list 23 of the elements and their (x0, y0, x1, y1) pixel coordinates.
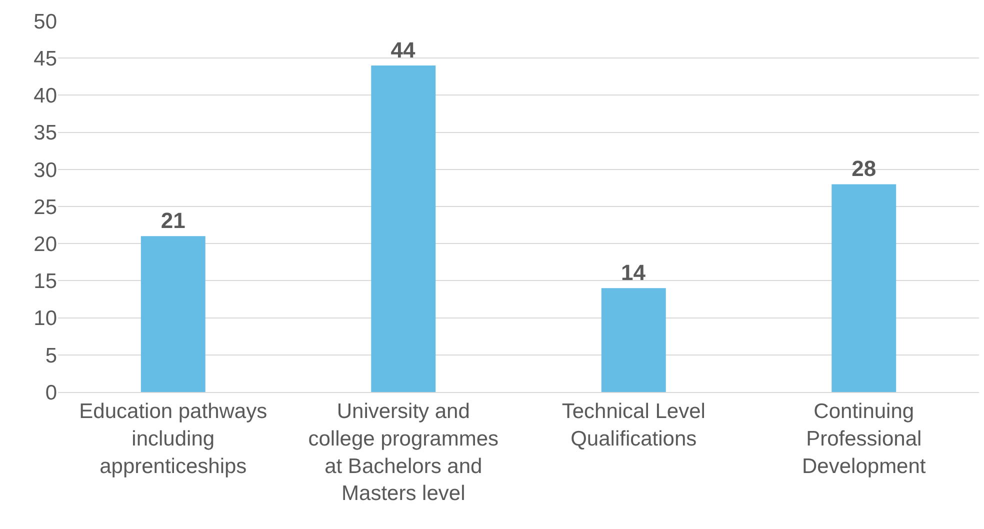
x-tick-label: University and college programmes at Bachelors and Masters level (308, 400, 499, 506)
y-tick-label: 45 (34, 47, 57, 70)
y-tick-label: 50 (34, 10, 57, 34)
data-label: 44 (390, 38, 416, 63)
y-tick-label: 15 (34, 270, 57, 294)
data-label: 14 (621, 260, 646, 286)
y-tick-label: 25 (34, 196, 57, 219)
y-tick-label: 20 (34, 232, 57, 256)
bar (601, 288, 666, 392)
x-tick-label: Education pathways including apprenticeships (79, 400, 268, 478)
data-label: 28 (852, 156, 876, 182)
y-tick-label: 35 (34, 122, 57, 145)
y-tick-label: 5 (45, 344, 57, 368)
bar (832, 184, 896, 392)
y-tick-label: 30 (34, 158, 57, 182)
bar (140, 236, 206, 392)
y-tick-label: 0 (45, 381, 57, 404)
data-label: 21 (160, 208, 186, 234)
x-tick-label: Technical Level Qualifications (562, 400, 706, 450)
y-tick-label: 10 (34, 307, 57, 330)
x-tick-label: Continuing Professional Development (802, 400, 926, 478)
bar (371, 66, 436, 392)
y-tick-label: 40 (34, 84, 57, 108)
